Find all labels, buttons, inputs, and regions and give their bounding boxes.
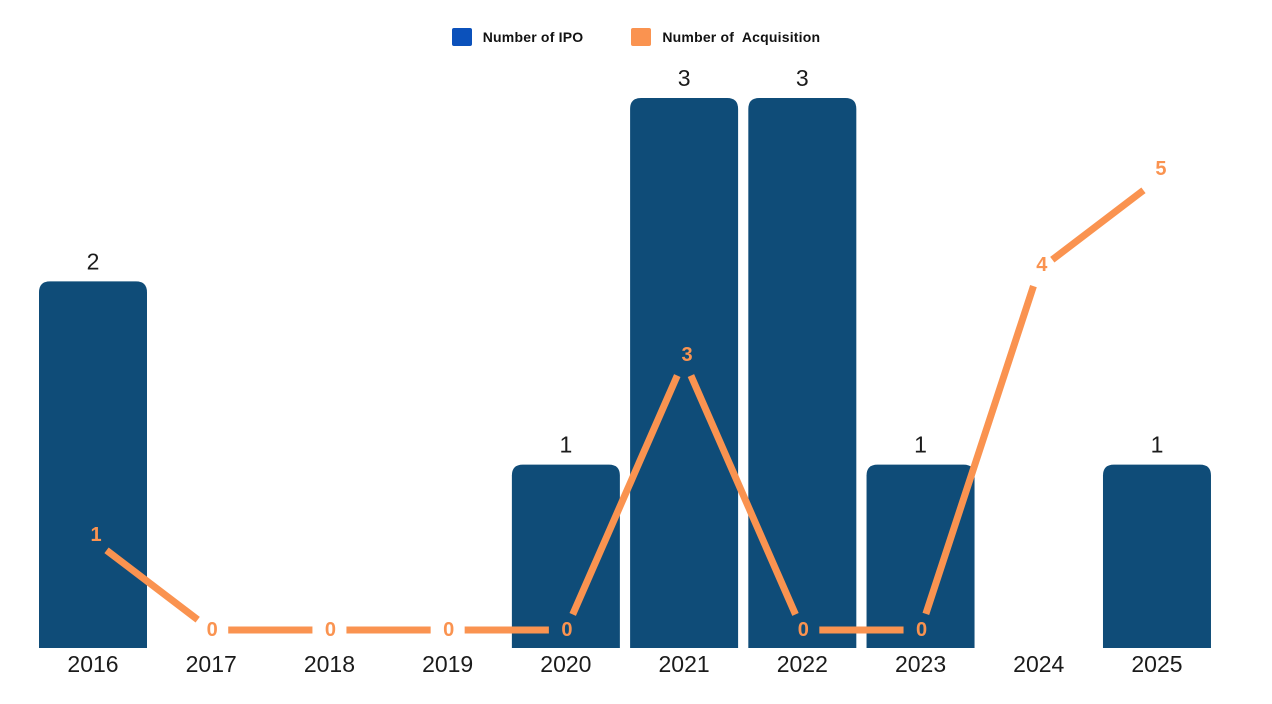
ipo-bar [511,464,620,648]
acquisition-line-segment [1050,187,1146,263]
acquisition-value-label: 4 [1036,254,1048,276]
acquisition-value-label: 0 [325,619,336,641]
acquisition-value-label: 5 [1155,158,1166,180]
x-axis-label: 2018 [304,651,355,677]
ipo-bar [630,98,739,648]
ipo-bar [39,281,147,648]
ipo-bar-value-label: 2 [87,248,100,274]
ipo-bar-value-label: 3 [678,65,691,91]
acquisition-value-label: 3 [682,344,693,366]
x-axis-label: 2024 [1013,651,1064,677]
acquisition-line-segment [104,547,200,623]
ipo-bar [1102,464,1211,648]
x-axis-label: 2020 [540,651,591,677]
ipo-bar-value-label: 3 [796,65,809,91]
ipo-bar [748,98,857,648]
x-axis-label: 2021 [659,651,710,677]
acquisition-value-label: 1 [90,524,101,546]
acquisition-value-label: 0 [443,619,454,641]
x-axis-label: 2017 [186,651,237,677]
ipo-bar-value-label: 1 [914,432,927,458]
ipo-bar-value-label: 1 [1151,432,1164,458]
ipo-bar-value-label: 1 [559,432,572,458]
x-axis-label: 2019 [422,651,473,677]
x-axis-label: 2025 [1131,651,1182,677]
acquisition-value-label: 0 [207,619,218,641]
acquisition-line-segment [569,374,681,616]
acquisition-line-segment [922,285,1037,615]
x-axis-label: 2016 [67,651,118,677]
acquisition-value-label: 0 [798,619,809,641]
acquisition-value-label: 0 [561,619,572,641]
ipo-bar [866,464,975,648]
acquisition-value-label: 0 [916,619,927,641]
x-axis-label: 2023 [895,651,946,677]
acquisition-line-segment [687,374,799,616]
x-axis-label: 2022 [777,651,828,677]
